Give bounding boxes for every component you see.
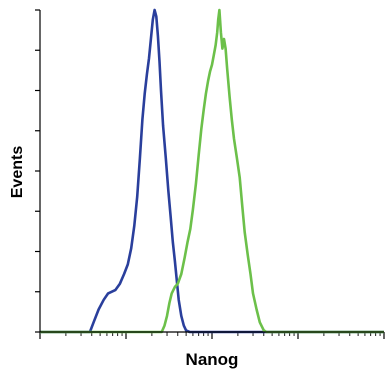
series-line-2 (40, 8, 384, 334)
series-layer (40, 8, 384, 334)
x-axis-label: Nanog (186, 350, 239, 369)
series-line-1 (40, 8, 384, 334)
y-axis-label: Events (9, 146, 26, 199)
y-axis-ticks (35, 9, 40, 333)
